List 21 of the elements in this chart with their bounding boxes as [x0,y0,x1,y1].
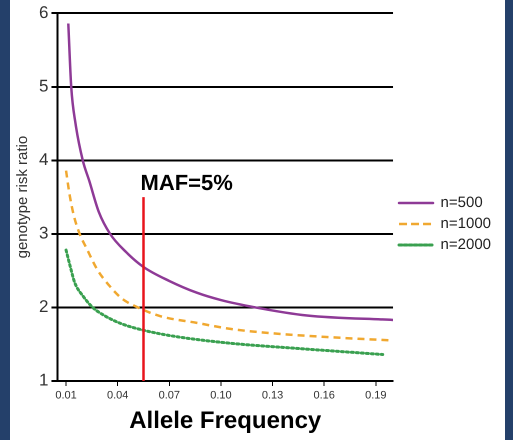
y-tick-label: 5 [38,76,48,96]
y-tick-label: 6 [38,2,48,22]
x-tick-label: 0.19 [365,390,387,402]
x-tick-label: 0.04 [106,390,128,402]
y-tick-label: 1 [38,370,48,390]
legend-label: n=1000 [440,215,492,232]
x-tick-label: 0.10 [210,390,232,402]
y-tick-label: 3 [38,224,48,243]
line-series [67,22,394,322]
legend-label: n=2000 [440,236,492,254]
ref-line-label: MAF=5% [140,170,233,196]
x-tick-label: 0.01 [55,390,77,402]
y-tick-label: 4 [38,150,48,170]
y-axis-title: genotype risk ratio [14,136,32,258]
x-tick-label: 0.13 [262,390,284,402]
x-tick-label: 0.07 [158,390,180,402]
legend-label: n=500 [440,194,483,212]
x-tick-label: 0.16 [313,390,335,402]
line-series [64,248,384,356]
x-axis-title: Allele Frequency [129,407,322,434]
y-tick-label: 2 [38,297,48,316]
